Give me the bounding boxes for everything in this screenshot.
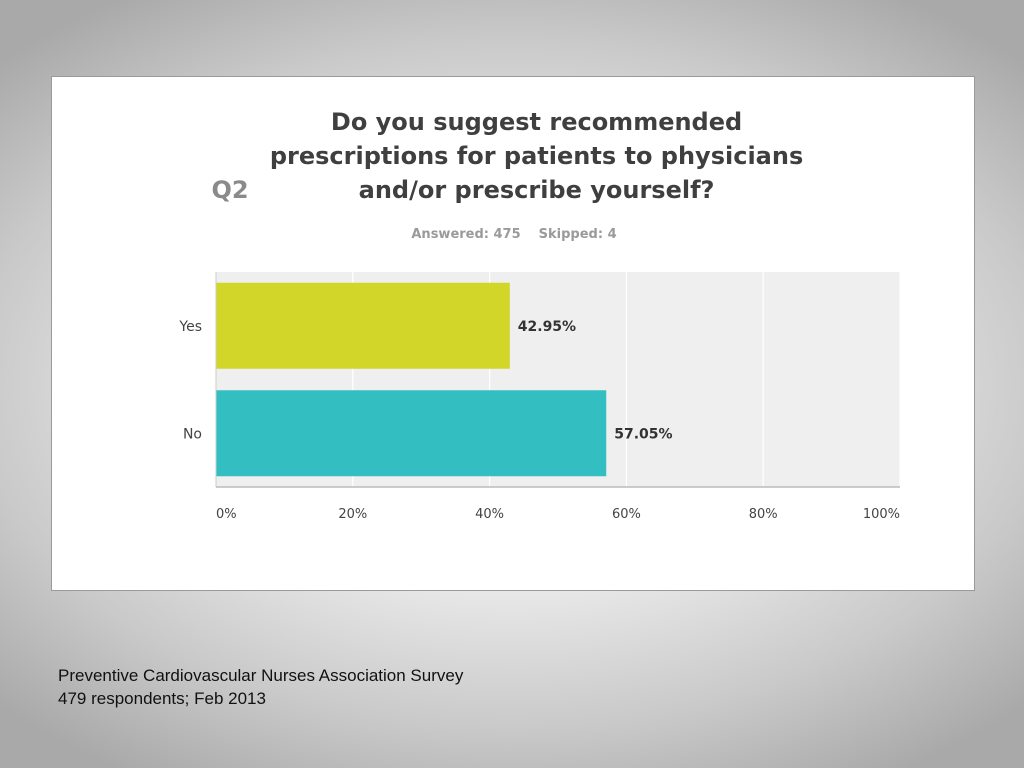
skipped-count: Skipped: 4 bbox=[538, 227, 617, 242]
response-stats: Answered: 475 Skipped: 4 bbox=[52, 227, 976, 242]
data-label: 57.05% bbox=[614, 426, 672, 442]
bar-chart: Yes 42.95% No 57.05% 0% 20% 40% 60% 80% 100% bbox=[178, 272, 901, 522]
source-line-2: 479 respondents; Feb 2013 bbox=[58, 689, 266, 708]
source-note: Preventive Cardiovascular Nurses Associa… bbox=[58, 664, 463, 710]
chart-panel: Q2 Do you suggest recommended prescriptio… bbox=[51, 76, 975, 591]
x-tick-label: 20% bbox=[338, 507, 367, 522]
category-label: No bbox=[183, 426, 202, 442]
category-label: Yes bbox=[178, 319, 202, 335]
question-number: Q2 bbox=[211, 176, 249, 204]
x-tick-label: 100% bbox=[863, 507, 900, 522]
source-line-1: Preventive Cardiovascular Nurses Associa… bbox=[58, 666, 464, 685]
bar bbox=[216, 390, 607, 477]
x-tick-label: 80% bbox=[749, 507, 778, 522]
data-label: 42.95% bbox=[518, 319, 576, 335]
chart-title: Q2 Do you suggest recommended prescriptio… bbox=[52, 105, 976, 207]
question-text: Do you suggest recommended prescriptions… bbox=[269, 108, 804, 204]
x-tick-label: 40% bbox=[475, 507, 504, 522]
answered-count: Answered: 475 bbox=[411, 227, 521, 242]
x-tick-label: 60% bbox=[612, 507, 641, 522]
x-tick-label: 0% bbox=[216, 507, 237, 522]
bar bbox=[216, 282, 510, 369]
